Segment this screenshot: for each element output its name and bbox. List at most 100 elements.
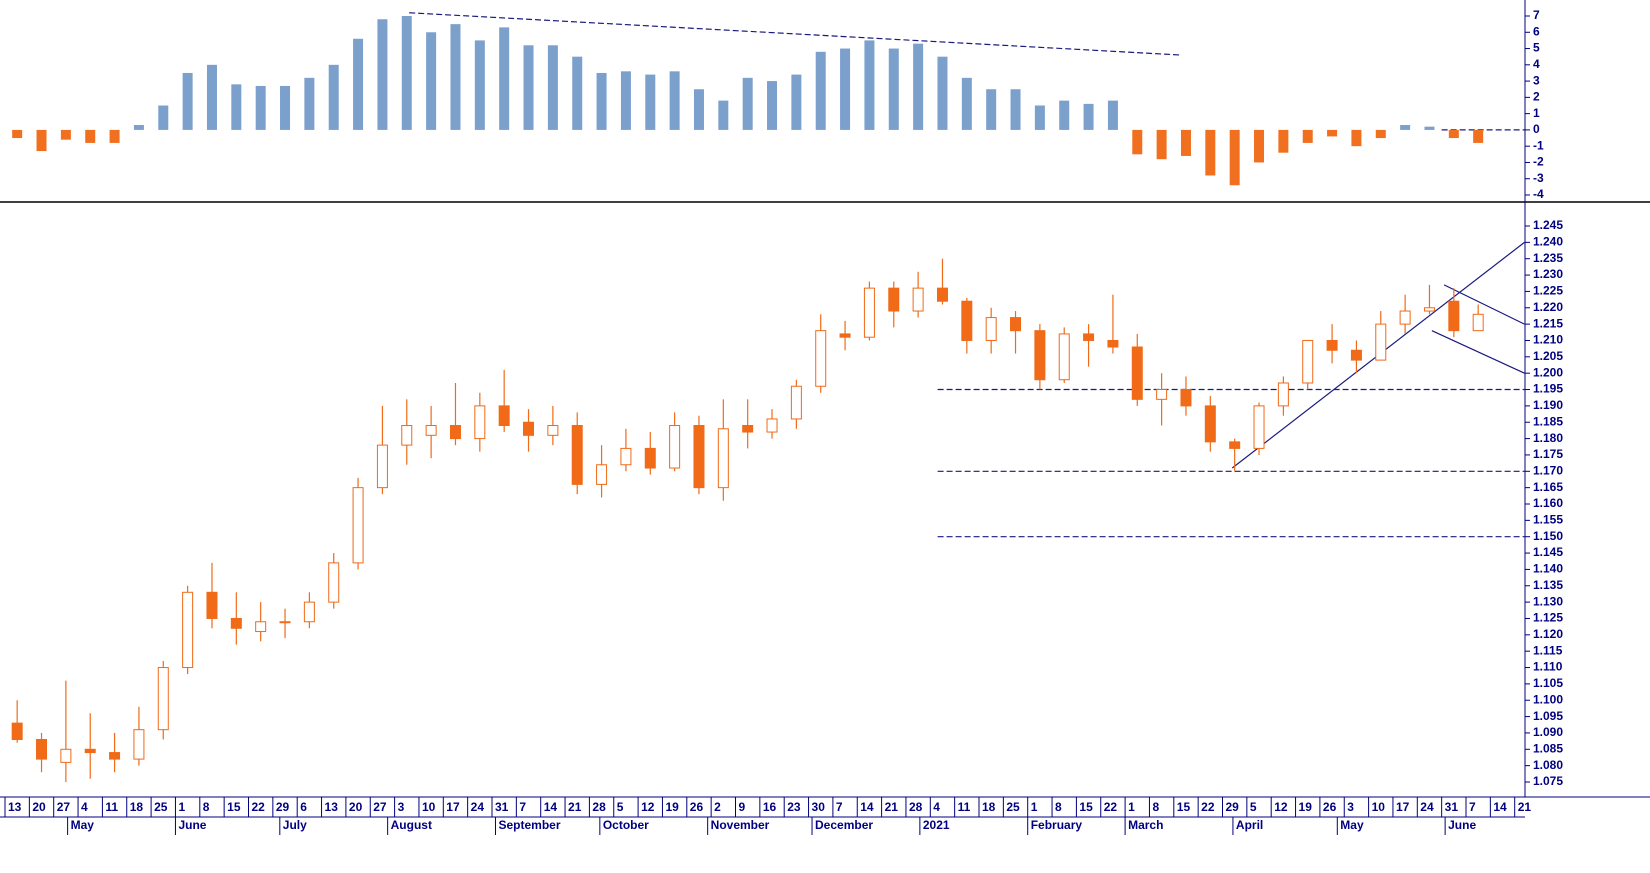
x-tick-label: 15 [227,800,241,814]
month-label: June [178,818,206,832]
candle-body [36,738,48,760]
candle-body [449,425,461,440]
x-tick-label: 8 [1152,800,1159,814]
indicator-bar [1107,100,1118,130]
indicator-bar [401,16,412,130]
indicator-bar [1205,129,1216,176]
x-tick-label: 18 [982,800,996,814]
candle-body [1448,300,1460,332]
x-tick-label: 4 [81,800,88,814]
candle-body [425,425,437,436]
candle-body [693,425,705,489]
indicator-bar [620,71,631,130]
y-tick-label: -3 [1533,171,1544,185]
candle-body [669,425,681,469]
candle-body [620,447,632,466]
x-tick-label: 12 [1274,800,1288,814]
x-tick-label: 7 [519,800,526,814]
x-tick-label: 5 [617,800,624,814]
x-tick-label: 14 [544,800,558,814]
y-tick-label: 1.215 [1533,316,1563,330]
candle-body [376,444,388,489]
x-tick-label: 6 [300,800,307,814]
indicator-bar [645,74,656,130]
x-tick-label: 18 [130,800,144,814]
indicator-bar [328,64,339,130]
indicator-bar [182,72,193,130]
indicator-bar [1034,105,1045,130]
trend-line [1443,284,1525,325]
candle-body [1253,405,1265,449]
candle-body [1131,346,1143,400]
month-label: August [391,818,432,832]
y-tick-label: 1 [1533,106,1540,120]
candle-body [1204,405,1216,443]
x-tick-label: 31 [1445,800,1459,814]
candle-body [523,421,535,436]
indicator-bar [133,125,144,130]
x-tick-label: 11 [105,800,118,814]
month-label: March [1128,818,1163,832]
x-tick-label: 27 [373,800,387,814]
candle-body [547,425,559,436]
y-tick-label: 1.225 [1533,284,1563,298]
y-tick-label: 1.080 [1533,758,1563,772]
candle-body [1010,317,1022,332]
indicator-bar [1473,129,1484,143]
y-tick-label: 4 [1533,57,1540,71]
y-tick-label: -2 [1533,155,1544,169]
indicator-bar [499,27,510,130]
x-tick-label: 27 [57,800,71,814]
candle-body [255,621,267,633]
indicator-bar [1375,129,1386,139]
candle-body [790,385,802,420]
x-tick-label: 2 [714,800,721,814]
candle-body [498,405,510,427]
indicator-bar [377,19,388,130]
candle-body [303,601,315,623]
indicator-bar [1278,129,1289,153]
x-tick-label: 15 [1177,800,1191,814]
x-tick-label: 19 [665,800,679,814]
x-tick-label: 28 [592,800,606,814]
candle-body [1375,323,1387,361]
candle-body [157,667,169,731]
month-label: September [498,818,560,832]
indicator-bar [231,84,242,130]
indicator-bar [12,129,23,139]
month-label: October [603,818,649,832]
y-tick-label: 1.085 [1533,741,1563,755]
y-tick-label: 0 [1533,122,1540,136]
y-tick-label: 1.205 [1533,349,1563,363]
y-tick-label: 1.140 [1533,562,1563,576]
y-tick-label: 1.170 [1533,463,1563,477]
x-tick-label: 30 [812,800,826,814]
indicator-bar [815,51,826,130]
x-tick-label: 22 [252,800,266,814]
indicator-bar [1400,125,1411,130]
x-tick-label: 22 [1104,800,1118,814]
x-tick-label: 14 [1493,800,1507,814]
candle-body [742,425,754,433]
x-tick-label: 9 [739,800,746,814]
candle-body [815,330,827,387]
x-tick-label: 21 [1518,800,1532,814]
candle-body [1302,339,1314,384]
x-tick-label: 25 [154,800,168,814]
indicator-bar [158,105,169,130]
candle-body [912,287,924,312]
month-label: December [815,818,873,832]
indicator-bar [547,45,558,130]
y-tick-label: 2 [1533,90,1540,104]
y-tick-label: 1.100 [1533,692,1563,706]
candle-body [230,617,242,629]
y-tick-label: 1.125 [1533,611,1563,625]
candle-body [352,487,364,564]
trend-line [1431,330,1525,374]
indicator-bar [1156,129,1167,160]
y-tick-label: 1.095 [1533,709,1563,723]
x-tick-label: 12 [641,800,655,814]
candle-body [84,748,96,754]
indicator-bar [1448,129,1459,139]
candle-body [1107,339,1119,348]
